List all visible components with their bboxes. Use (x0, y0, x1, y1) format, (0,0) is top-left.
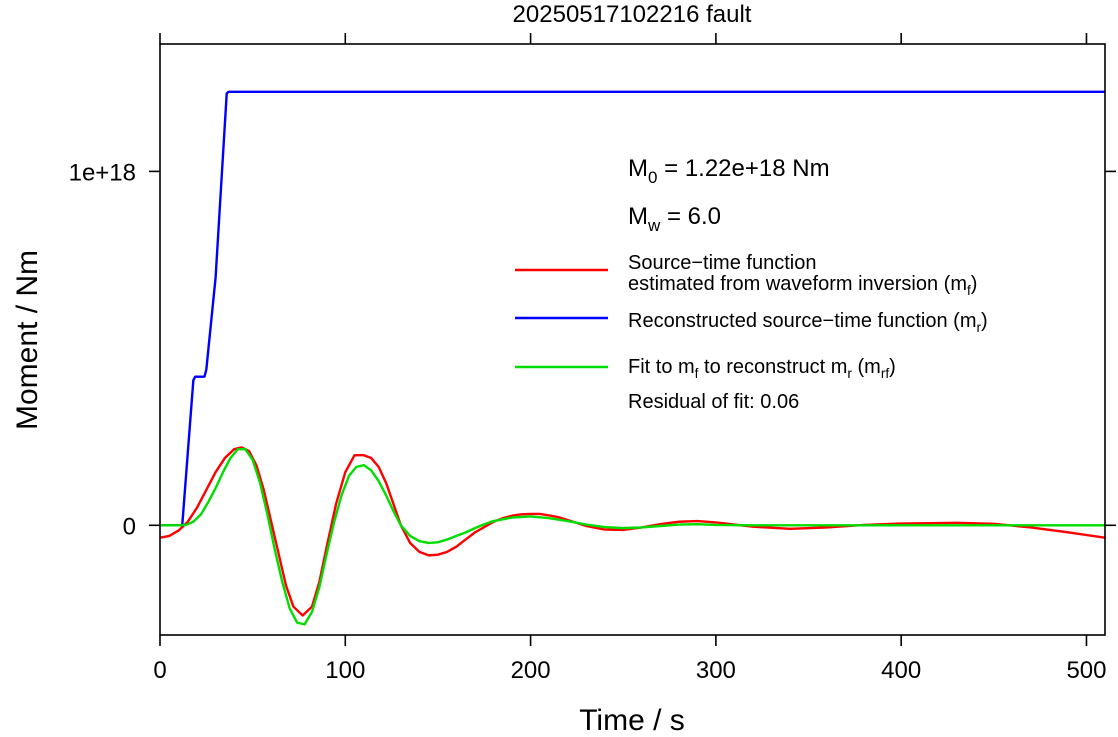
legend-label: Fit to mf to reconstruct mr (mrf) (628, 356, 896, 381)
annotation-residual: Residual of fit: 0.06 (628, 391, 799, 413)
x-axis-label: Time / s (579, 704, 685, 737)
annotation-m0: M0 = 1.22e+18 Nm (628, 155, 830, 187)
plot-frame (159, 43, 1106, 636)
symbol: M (628, 155, 648, 182)
text-segment: Reconstructed source−time function (m (628, 310, 977, 332)
subscript: f (967, 283, 971, 298)
value: = 6.0 (660, 203, 721, 230)
text-segment: estimated from waveform inversion (m (628, 273, 967, 295)
legend-label: Source−time function (628, 252, 816, 274)
x-tick-label: 200 (511, 657, 551, 684)
subscript: f (695, 366, 699, 381)
series-layer (160, 90, 1105, 626)
y-tick-label: 0 (123, 513, 136, 540)
text-segment: ) (971, 273, 978, 295)
subscript: 0 (648, 168, 657, 187)
subscript: r (977, 320, 982, 335)
x-tick-label: 400 (881, 657, 921, 684)
text-segment: ) (889, 356, 896, 378)
y-axis-label: Moment / Nm (11, 250, 44, 430)
legend-label: estimated from waveform inversion (mf) (628, 273, 977, 298)
text-segment: ) (981, 310, 988, 332)
x-tick-label: 300 (696, 657, 736, 684)
series-line-stf-estimated (160, 446, 1105, 617)
legend-label: Reconstructed source−time function (mr) (628, 310, 988, 335)
y-tick-label: 1e+18 (69, 159, 136, 186)
symbol: M (628, 203, 648, 230)
value: = 1.22e+18 Nm (657, 155, 829, 182)
text-segment: (m (852, 356, 881, 378)
series-line-fit (160, 448, 1105, 626)
axis-ticks: 0 100 200 300 400 500 0 1e+18 (69, 33, 1116, 684)
annotation-mw: Mw = 6.0 (628, 203, 721, 235)
series-line-stf-reconstructed (160, 90, 1105, 527)
subscript: w (647, 216, 661, 235)
text-segment: Source−time function (628, 252, 816, 274)
text-segment: to reconstruct m (698, 356, 847, 378)
subscript: r (847, 366, 852, 381)
x-tick-label: 500 (1066, 657, 1106, 684)
x-tick-label: 100 (325, 657, 365, 684)
x-tick-label: 0 (153, 657, 166, 684)
subscript: rf (881, 366, 890, 381)
chart-title: 20250517102216 fault (513, 1, 752, 28)
text-segment: Fit to m (628, 356, 695, 378)
